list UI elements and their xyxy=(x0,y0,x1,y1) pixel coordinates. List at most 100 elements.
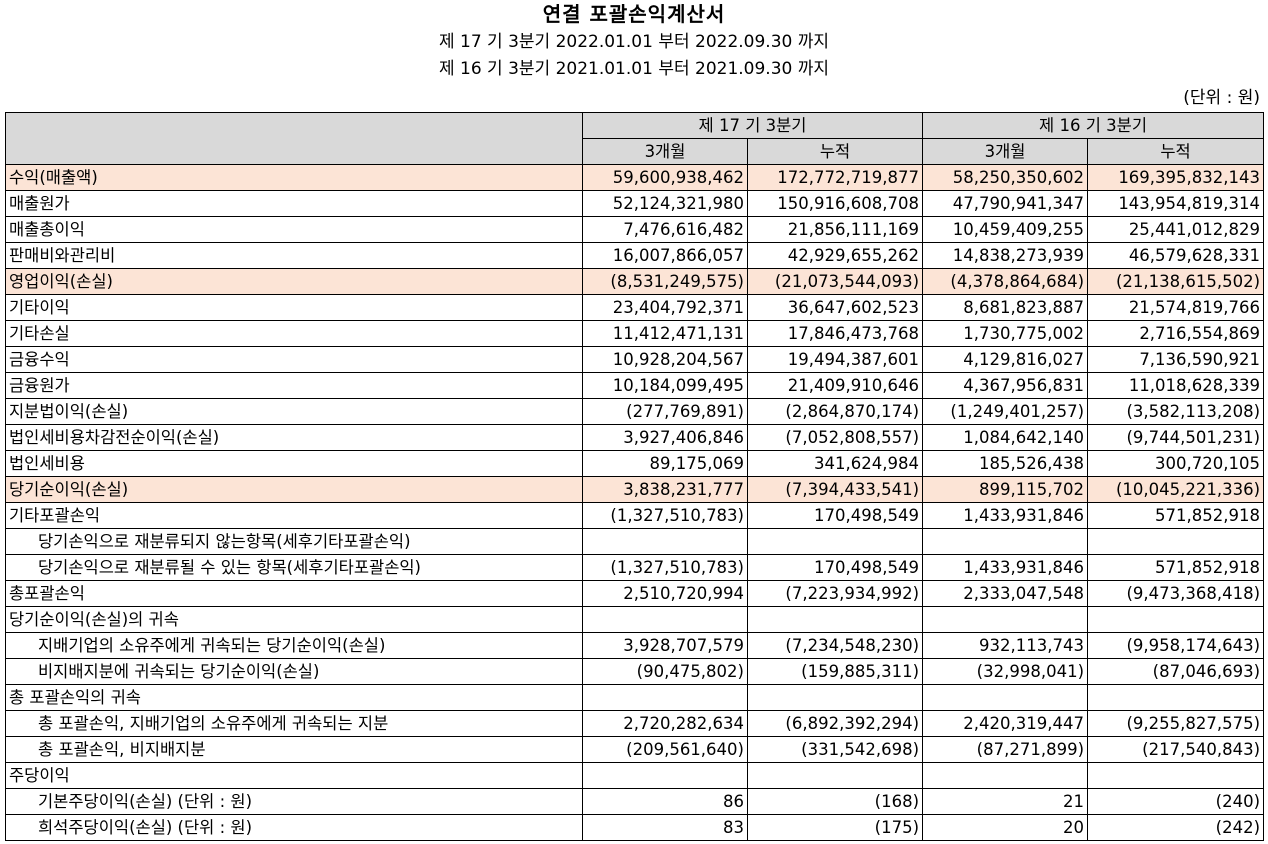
row-label: 매출원가 xyxy=(5,190,583,217)
value-prior-3m xyxy=(922,762,1089,789)
value-current-3m: 16,007,866,057 xyxy=(582,242,748,269)
row-label: 주당이익 xyxy=(5,762,583,789)
value-current-3m: 7,476,616,482 xyxy=(582,216,748,243)
value-prior-cum: (9,744,501,231) xyxy=(1087,424,1265,451)
table-row: 영업이익(손실) (8,531,249,575) (21,073,544,093)(… xyxy=(5,268,1265,295)
value-prior-3m: 185,526,438 xyxy=(922,450,1089,477)
value-prior-3m: 2,333,047,548 xyxy=(922,580,1089,607)
value-prior-3m: 8,681,823,887 xyxy=(922,294,1089,321)
value-prior-3m: 899,115,702 xyxy=(922,476,1089,503)
value-current-3m: 83 xyxy=(582,814,748,841)
statement-title: 연결 포괄손익계산서 xyxy=(542,2,726,26)
value-current-3m: 3,838,231,777 xyxy=(582,476,748,503)
value-prior-3m: 4,129,816,027 xyxy=(922,346,1089,373)
value-prior-3m: (87,271,899) xyxy=(922,736,1089,763)
value-current-3m: (8,531,249,575) xyxy=(582,268,748,295)
value-prior-cum: (10,045,221,336) xyxy=(1087,476,1265,503)
value-prior-cum: 2,716,554,869 xyxy=(1087,320,1265,347)
value-current-3m: 23,404,792,371 xyxy=(582,294,748,321)
period-prior: 제 16 기 3분기 2021.01.01 부터 2021.09.30 까지 xyxy=(438,59,830,79)
value-current-3m: 3,927,406,846 xyxy=(582,424,748,451)
row-label: 비지배지분에 귀속되는 당기순이익(손실) xyxy=(5,658,583,685)
header-group-prior: 제 16 기 3분기 xyxy=(922,112,1265,139)
table-row: 기타이익 23,404,792,371 36,647,602,523 8,681,82… xyxy=(5,294,1265,321)
value-prior-cum xyxy=(1087,762,1265,789)
value-prior-cum: (9,255,827,575) xyxy=(1087,710,1265,737)
value-prior-cum: 21,574,819,766 xyxy=(1087,294,1265,321)
table-row: 기타손실 11,412,471,131 17,846,473,768 1,730,77… xyxy=(5,320,1265,347)
table-row: 총 포괄손익, 지배기업의 소유주에게 귀속되는 지분 2,720,282,634… xyxy=(5,710,1265,737)
value-current-cum: (21,073,544,093) xyxy=(746,268,924,295)
table-row: 매출원가 52,124,321,980 150,916,608,708 47,790,… xyxy=(5,190,1265,217)
value-prior-cum: 46,579,628,331 xyxy=(1087,242,1265,269)
value-prior-cum: 25,441,012,829 xyxy=(1087,216,1265,243)
value-current-cum xyxy=(746,684,924,711)
value-prior-3m: (4,378,864,684) xyxy=(922,268,1089,295)
value-current-3m: (1,327,510,783) xyxy=(582,554,748,581)
income-statement-table: 제 17 기 3분기 제 16 기 3분기 3개월 누적 3개월 누적 수익(매… xyxy=(5,112,1265,841)
row-label: 당기손익으로 재분류되지 않는항목(세후기타포괄손익) xyxy=(5,528,583,555)
table-row: 총포괄손익 2,510,720,994 (7,223,934,992) 2,333,0… xyxy=(5,580,1265,607)
row-label: 기타이익 xyxy=(5,294,583,321)
table-row: 당기손익으로 재분류되지 않는항목(세후기타포괄손익) xyxy=(5,528,1265,555)
value-prior-cum: (21,138,615,502) xyxy=(1087,268,1265,295)
value-current-3m: 2,720,282,634 xyxy=(582,710,748,737)
header-current-3m: 3개월 xyxy=(582,138,748,165)
value-current-3m: 89,175,069 xyxy=(582,450,748,477)
row-label: 총 포괄손익, 지배기업의 소유주에게 귀속되는 지분 xyxy=(5,710,583,737)
value-current-cum: (7,052,808,557) xyxy=(746,424,924,451)
row-label: 총 포괄손익, 비지배지분 xyxy=(5,736,583,763)
value-prior-cum xyxy=(1087,684,1265,711)
value-current-cum: 19,494,387,601 xyxy=(746,346,924,373)
value-current-cum: (7,223,934,992) xyxy=(746,580,924,607)
value-current-3m xyxy=(582,528,748,555)
row-label: 금융원가 xyxy=(5,372,583,399)
value-current-cum: (331,542,698) xyxy=(746,736,924,763)
value-current-3m: 2,510,720,994 xyxy=(582,580,748,607)
value-prior-cum: 143,954,819,314 xyxy=(1087,190,1265,217)
table-row: 당기순이익(손실) 3,838,231,777 (7,394,433,541) 899… xyxy=(5,476,1265,503)
value-prior-3m: 4,367,956,831 xyxy=(922,372,1089,399)
value-current-3m xyxy=(582,762,748,789)
header-prior-3m: 3개월 xyxy=(922,138,1089,165)
table-row: 당기순이익(손실)의 귀속 xyxy=(5,606,1265,633)
value-prior-cum xyxy=(1087,606,1265,633)
value-prior-3m xyxy=(922,684,1089,711)
value-prior-cum: (9,958,174,643) xyxy=(1087,632,1265,659)
value-prior-cum xyxy=(1087,528,1265,555)
value-prior-3m: 58,250,350,602 xyxy=(922,164,1089,191)
table-row: 법인세비용차감전순이익(손실) 3,927,406,846 (7,052,808,5… xyxy=(5,424,1265,451)
row-label: 기타손실 xyxy=(5,320,583,347)
value-current-cum: 170,498,549 xyxy=(746,554,924,581)
value-current-cum: (175) xyxy=(746,814,924,841)
period-current: 제 17 기 3분기 2022.01.01 부터 2022.09.30 까지 xyxy=(438,32,830,52)
row-label: 총 포괄손익의 귀속 xyxy=(5,684,583,711)
value-current-3m xyxy=(582,684,748,711)
table-row: 금융수익 10,928,204,567 19,494,387,601 4,129,81… xyxy=(5,346,1265,373)
value-prior-cum: 7,136,590,921 xyxy=(1087,346,1265,373)
row-label: 총포괄손익 xyxy=(5,580,583,607)
value-prior-3m: 1,433,931,846 xyxy=(922,554,1089,581)
value-prior-3m: (1,249,401,257) xyxy=(922,398,1089,425)
value-current-cum xyxy=(746,762,924,789)
value-current-3m: 11,412,471,131 xyxy=(582,320,748,347)
table-row: 주당이익 xyxy=(5,762,1265,789)
value-prior-3m: 20 xyxy=(922,814,1089,841)
value-prior-3m: 14,838,273,939 xyxy=(922,242,1089,269)
value-current-3m: (90,475,802) xyxy=(582,658,748,685)
table-row: 당기손익으로 재분류될 수 있는 항목(세후기타포괄손익) (1,327,510,… xyxy=(5,554,1265,581)
row-label: 판매비와관리비 xyxy=(5,242,583,269)
value-prior-3m: (32,998,041) xyxy=(922,658,1089,685)
value-current-3m: 59,600,938,462 xyxy=(582,164,748,191)
value-current-cum: (6,892,392,294) xyxy=(746,710,924,737)
value-current-3m: (277,769,891) xyxy=(582,398,748,425)
value-prior-3m: 1,730,775,002 xyxy=(922,320,1089,347)
value-prior-cum: (9,473,368,418) xyxy=(1087,580,1265,607)
table-row: 기타포괄손익 (1,327,510,783) 170,498,549 1,433,93… xyxy=(5,502,1265,529)
table-row: 기본주당이익(손실) (단위 : 원) 86 (168) 21 (240) xyxy=(5,788,1265,815)
table-row: 희석주당이익(손실) (단위 : 원) 83 (175) 20 (242) xyxy=(5,814,1265,841)
value-current-3m: 86 xyxy=(582,788,748,815)
value-current-cum: (7,394,433,541) xyxy=(746,476,924,503)
value-prior-cum: 300,720,105 xyxy=(1087,450,1265,477)
value-current-cum: 36,647,602,523 xyxy=(746,294,924,321)
